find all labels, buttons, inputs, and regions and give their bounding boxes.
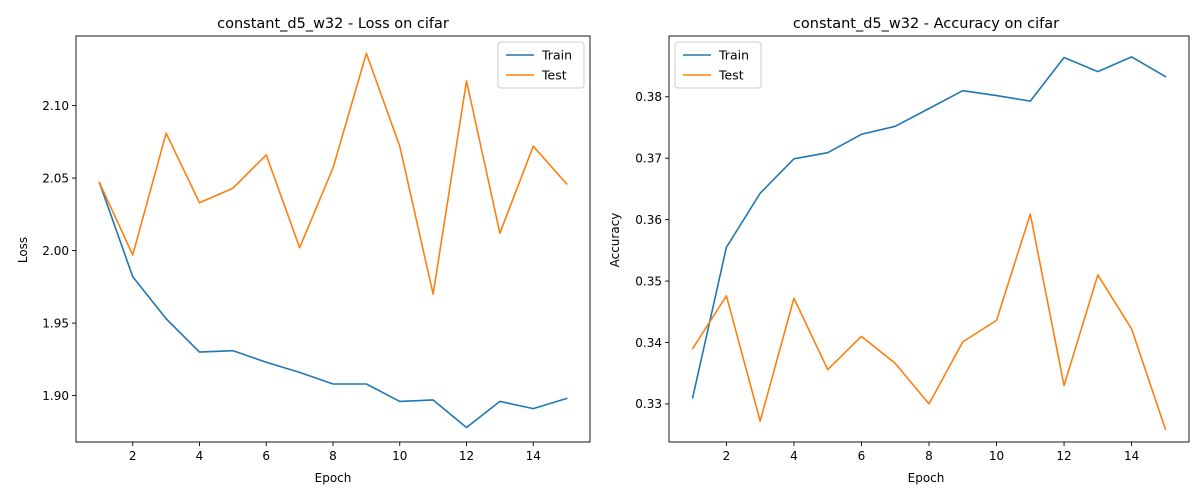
- loss-x-tick-label: 14: [526, 449, 541, 463]
- loss-y-tick-label: 1.90: [42, 389, 69, 403]
- accuracy-x-tick-label: 12: [1056, 449, 1071, 463]
- loss-x-tick-label: 10: [392, 449, 407, 463]
- loss-y-tick-label: 2.10: [42, 99, 69, 113]
- loss-x-tick-label: 12: [459, 449, 474, 463]
- loss-legend: Train Test: [497, 41, 585, 89]
- loss-chart-xlabel: Epoch: [315, 471, 352, 485]
- accuracy-series-line-test: [691, 213, 1167, 431]
- loss-legend-box: [497, 41, 585, 89]
- loss-chart-title: constant_d5_w32 - Loss on cifar: [217, 16, 449, 32]
- loss-y-tick-label: 2.00: [42, 244, 69, 258]
- accuracy-legend-label-test: Test: [718, 68, 744, 83]
- loss-series-line-test: [98, 52, 568, 295]
- loss-y-tick-label: 1.95: [42, 316, 69, 330]
- accuracy-y-tick-label: 0.37: [635, 152, 662, 166]
- loss-chart-ylabel: Loss: [16, 237, 30, 263]
- accuracy-series-line-train: [691, 56, 1167, 399]
- accuracy-chart-title: constant_d5_w32 - Accuracy on cifar: [793, 16, 1059, 32]
- accuracy-legend: Train Test: [674, 41, 762, 89]
- loss-legend-label-test: Test: [541, 68, 567, 83]
- accuracy-x-tick-label: 8: [925, 449, 933, 463]
- accuracy-y-tick-label: 0.36: [635, 213, 662, 227]
- loss-x-tick-label: 6: [262, 449, 270, 463]
- accuracy-y-tick-label: 0.33: [635, 397, 662, 411]
- accuracy-y-tick-label: 0.34: [635, 336, 662, 350]
- loss-chart: constant_d5_w32 - Loss on cifar Epoch Lo…: [16, 16, 591, 485]
- accuracy-x-tick-label: 4: [790, 449, 798, 463]
- loss-series-line-train: [98, 181, 568, 429]
- accuracy-chart-ylabel: Accuracy: [608, 213, 622, 268]
- accuracy-y-tick-label: 0.35: [635, 274, 662, 288]
- accuracy-x-tick-label: 10: [989, 449, 1004, 463]
- accuracy-chart-xlabel: Epoch: [908, 471, 945, 485]
- accuracy-x-tick-label: 6: [858, 449, 866, 463]
- accuracy-legend-box: [674, 41, 762, 89]
- accuracy-x-tick-label: 14: [1124, 449, 1139, 463]
- loss-x-tick-label: 4: [196, 449, 204, 463]
- accuracy-chart: constant_d5_w32 - Accuracy on cifar Epoc…: [608, 16, 1190, 485]
- accuracy-x-tick-label: 2: [723, 449, 731, 463]
- accuracy-legend-label-train: Train: [718, 48, 749, 63]
- loss-y-tick-label: 2.05: [42, 171, 69, 185]
- accuracy-y-tick-label: 0.38: [635, 90, 662, 104]
- loss-legend-label-train: Train: [541, 48, 572, 63]
- loss-x-tick-label: 2: [129, 449, 137, 463]
- loss-x-tick-label: 8: [329, 449, 337, 463]
